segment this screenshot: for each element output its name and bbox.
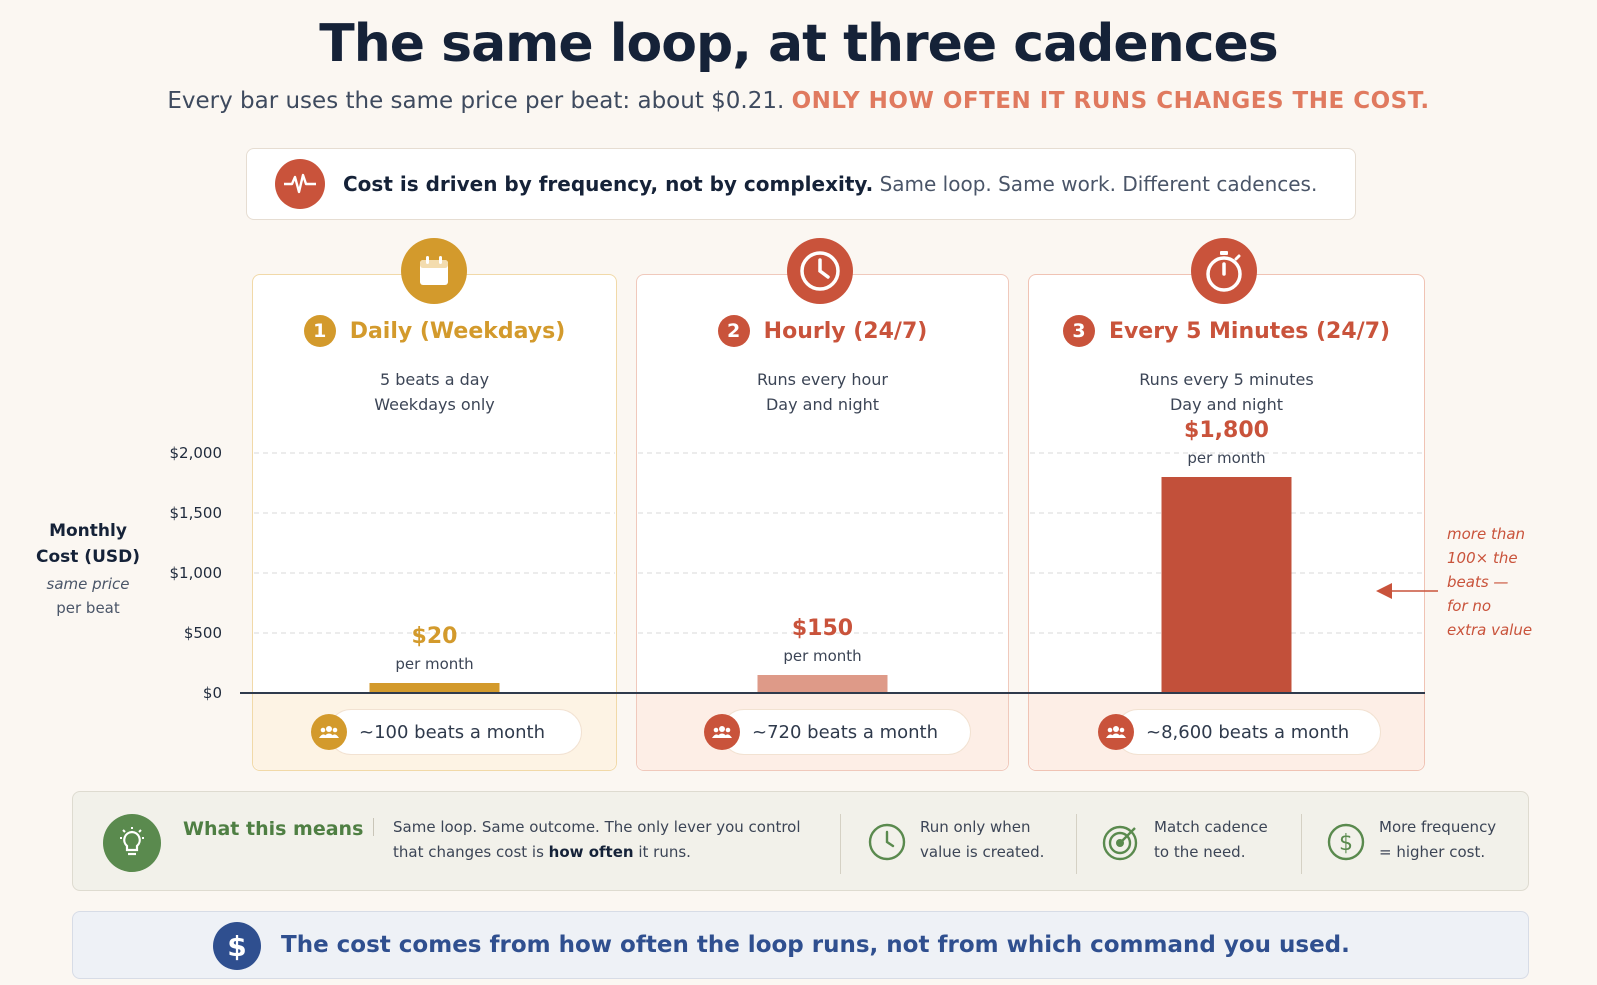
tip-line: More frequency — [1379, 818, 1497, 836]
number-badge: 1 — [303, 315, 336, 347]
bar — [1161, 477, 1292, 693]
y-tick-label: $1,000 — [170, 564, 223, 582]
y-tick-label: $500 — [184, 624, 222, 642]
tip-run-only: Run only when value is created. — [920, 815, 1044, 865]
people-icon — [311, 714, 347, 750]
means-text-prefix: Same loop. Same outcome. The only lever … — [393, 818, 801, 861]
banner-text: Cost is driven by frequency, not by comp… — [343, 172, 1317, 196]
beats-pill: ~100 beats a month — [311, 709, 582, 755]
beats-count: ~8,600 beats a month — [1146, 721, 1350, 743]
desc-line: Runs every 5 minutes — [1139, 370, 1314, 389]
subtitle-accent: ONLY HOW OFTEN IT RUNS CHANGES THE COST. — [791, 88, 1430, 114]
tip-line: Run only when — [920, 818, 1031, 836]
panel-description: Runs every 5 minutes Day and night — [1029, 367, 1424, 417]
separator — [373, 818, 374, 836]
banner-rest: Same loop. Same work. Different cadences… — [879, 172, 1318, 196]
annotation-line: for no — [1447, 597, 1492, 615]
dollar-icon: $ — [1327, 823, 1365, 861]
annotation-line: 100× the — [1447, 549, 1518, 567]
desc-line: Day and night — [1169, 395, 1284, 414]
annotation-line: extra value — [1447, 621, 1533, 639]
y-tick-label: $1,500 — [170, 504, 223, 522]
number-badge: 2 — [717, 315, 750, 347]
number-badge: 3 — [1062, 315, 1095, 347]
y-axis-subtitle: same price per beat — [18, 572, 158, 620]
desc-line: Day and night — [765, 395, 880, 414]
beats-pill: ~720 beats a month — [704, 709, 971, 755]
divider — [840, 814, 841, 874]
dollar-icon: $ — [213, 922, 261, 970]
people-icon — [704, 714, 740, 750]
panel-description: 5 beats a day Weekdays only — [253, 367, 616, 417]
y-tick-label: $0 — [203, 684, 222, 702]
bar-value-label: $150 — [792, 616, 853, 641]
y-axis-title: Monthly Cost (USD) — [18, 518, 158, 570]
page-subtitle: Every bar uses the same price per beat: … — [0, 88, 1597, 114]
y-tick-label: $2,000 — [170, 444, 223, 462]
tip-line: Match cadence — [1154, 818, 1268, 836]
beats-count: ~100 beats a month — [359, 721, 546, 743]
divider — [1301, 814, 1302, 874]
bar — [369, 683, 500, 693]
heartbeat-icon — [275, 159, 325, 209]
tip-line: = higher cost. — [1379, 843, 1486, 861]
y-axis-sub-line: same price — [46, 575, 130, 593]
bar — [757, 675, 888, 693]
desc-line: Runs every hour — [756, 370, 889, 389]
panel-title: Every 5 Minutes (24/7) — [1108, 318, 1391, 344]
tip-line: value is created. — [920, 843, 1045, 861]
target-icon — [1102, 825, 1138, 861]
banner-bold: Cost is driven by frequency, not by comp… — [343, 172, 874, 196]
comparison-annotation: more than 100× the beats — for no extra … — [1447, 522, 1587, 642]
beats-pill: ~8,600 beats a month — [1098, 709, 1381, 755]
means-text-suffix: it runs. — [633, 843, 691, 861]
bar-per-month-label: per month — [395, 655, 473, 673]
bottom-takeaway: $ The cost comes from how often the loop… — [72, 911, 1529, 979]
annotation-line: more than — [1447, 525, 1526, 543]
what-this-means-box: What this means Same loop. Same outcome.… — [72, 791, 1529, 891]
stopwatch-icon — [1191, 238, 1257, 304]
desc-line: Weekdays only — [374, 395, 495, 414]
tip-match-cadence: Match cadence to the need. — [1154, 815, 1268, 865]
calendar-icon — [401, 238, 467, 304]
bar-value-label: $20 — [412, 624, 458, 649]
subtitle-main: Every bar uses the same price per beat: … — [167, 88, 785, 114]
y-axis-title-line: Monthly — [49, 521, 127, 541]
annotation-line: beats — — [1447, 573, 1509, 591]
tip-more-frequency: More frequency = higher cost. — [1379, 815, 1496, 865]
tip-line: to the need. — [1154, 843, 1246, 861]
lightbulb-icon — [103, 814, 161, 872]
means-title: What this means — [183, 818, 364, 840]
desc-line: 5 beats a day — [379, 370, 490, 389]
y-axis-title-line: Cost (USD) — [35, 547, 141, 567]
cadence-panel-daily: 1 Daily (Weekdays) 5 beats a day Weekday… — [252, 274, 617, 771]
panel-description: Runs every hour Day and night — [637, 367, 1008, 417]
bar-value-label: $1,800 — [1184, 418, 1269, 443]
means-text-bold: how often — [548, 843, 634, 861]
svg-text:$: $ — [1339, 831, 1353, 856]
annotation-arrow-head — [1376, 583, 1392, 599]
key-insight-banner: Cost is driven by frequency, not by comp… — [246, 148, 1356, 220]
divider — [1076, 814, 1077, 874]
means-text: Same loop. Same outcome. The only lever … — [393, 815, 813, 865]
panel-title: Daily (Weekdays) — [349, 318, 566, 344]
y-axis-sub-line: per beat — [56, 599, 120, 617]
bar-per-month-label: per month — [1187, 449, 1265, 467]
page-title: The same loop, at three cadences — [319, 14, 1279, 74]
takeaway-text: The cost comes from how often the loop r… — [281, 932, 1350, 958]
people-icon — [1098, 714, 1134, 750]
panel-title: Hourly (24/7) — [763, 318, 928, 344]
clock-icon — [868, 823, 906, 861]
clock-icon — [787, 238, 853, 304]
bar-per-month-label: per month — [783, 647, 861, 665]
beats-count: ~720 beats a month — [752, 721, 939, 743]
